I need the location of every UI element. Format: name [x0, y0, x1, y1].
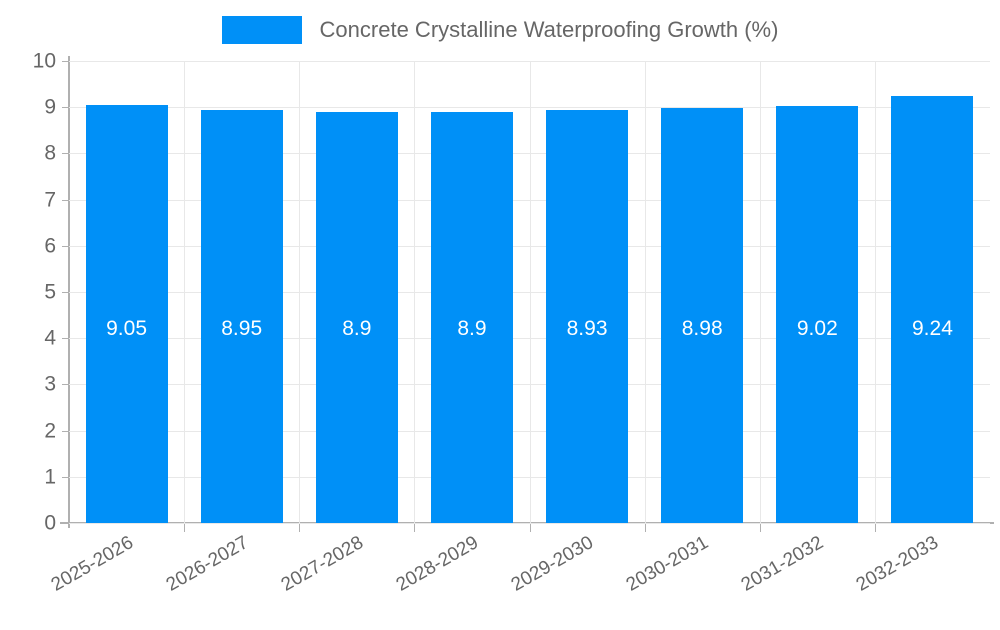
bar[interactable] [200, 109, 283, 523]
bar-value-label: 8.98 [681, 317, 723, 340]
x-axis-tick-mark [299, 524, 300, 532]
bar-value-label: 9.24 [912, 317, 953, 340]
bar[interactable] [85, 104, 168, 523]
bar[interactable] [430, 111, 513, 523]
y-axis-tick-mark [62, 476, 69, 478]
x-axis-tick-mark [530, 524, 531, 532]
y-axis-tick-mark [62, 384, 69, 386]
bar-group: 9.02 [760, 61, 875, 523]
bar[interactable] [315, 111, 398, 523]
y-axis-tick-labels: 0 1 2 3 4 5 6 7 8 9 10 [0, 0, 56, 600]
y-axis-tick-label: 2 [44, 419, 56, 443]
legend-label-series-1[interactable]: Concrete Crystalline Waterproofing Growt… [319, 17, 779, 42]
y-axis-tick-label: 9 [44, 95, 56, 119]
chart-legend: Concrete Crystalline Waterproofing Growt… [0, 10, 1000, 50]
bar-value-label: 8.93 [566, 317, 608, 340]
bar-chart: Concrete Crystalline Waterproofing Growt… [0, 0, 1000, 600]
y-axis-tick-mark [62, 199, 69, 201]
y-axis-tick-label: 1 [44, 465, 56, 489]
y-axis-tick-label: 5 [44, 280, 56, 304]
y-axis-tick-label: 3 [44, 372, 56, 396]
y-axis-tick-mark [62, 523, 69, 524]
bar-value-label: 8.9 [342, 317, 372, 340]
y-axis-tick-mark [62, 61, 69, 62]
y-axis-tick-mark [62, 292, 69, 293]
bar-value-label: 9.05 [106, 317, 147, 340]
y-axis-tick-label: 0 [44, 511, 56, 535]
bar-group: 8.9 [414, 61, 529, 523]
bar-group: 8.98 [645, 61, 760, 523]
bar-group: 8.95 [184, 61, 299, 523]
y-axis-tick-mark [62, 338, 69, 340]
x-axis-tick-mark [184, 524, 185, 532]
y-axis-tick-label: 6 [44, 234, 56, 258]
x-axis-tick-labels: 2025-2026 2026-2027 2027-2028 2028-2029 2029… [47, 532, 942, 596]
bar-group: 9.24 [875, 61, 990, 523]
bar[interactable] [776, 106, 859, 523]
x-axis-tick-mark [645, 524, 646, 532]
x-axis-tick-mark [760, 524, 761, 532]
y-axis-tick-mark [62, 153, 69, 155]
y-axis-tick-mark [62, 430, 69, 432]
bar[interactable] [661, 108, 744, 523]
y-axis-tick-mark [62, 245, 69, 247]
x-axis-tick-mark [875, 524, 876, 532]
bar-value-label: 8.9 [457, 317, 487, 340]
legend-swatch-series-1[interactable] [221, 16, 302, 44]
bar-series-group: 9.05 8.95 8.9 8.9 8.93 8.98 9.02 9.24 [69, 61, 990, 523]
y-axis-tick-label: 10 [32, 49, 56, 73]
x-axis-tick-mark [414, 524, 415, 532]
y-axis-tick-mark [62, 107, 69, 109]
bar-group: 8.93 [530, 61, 645, 523]
y-axis-tick-label: 8 [44, 141, 56, 165]
y-axis-tick-label: 7 [44, 188, 56, 212]
bar[interactable] [891, 96, 974, 523]
bar[interactable] [546, 110, 629, 523]
bar-value-label: 8.95 [221, 317, 263, 340]
bar-group: 9.05 [69, 61, 184, 523]
y-axis-tick-label: 4 [44, 326, 56, 350]
bar-value-label: 9.02 [796, 317, 838, 340]
bar-group: 8.9 [299, 61, 414, 523]
